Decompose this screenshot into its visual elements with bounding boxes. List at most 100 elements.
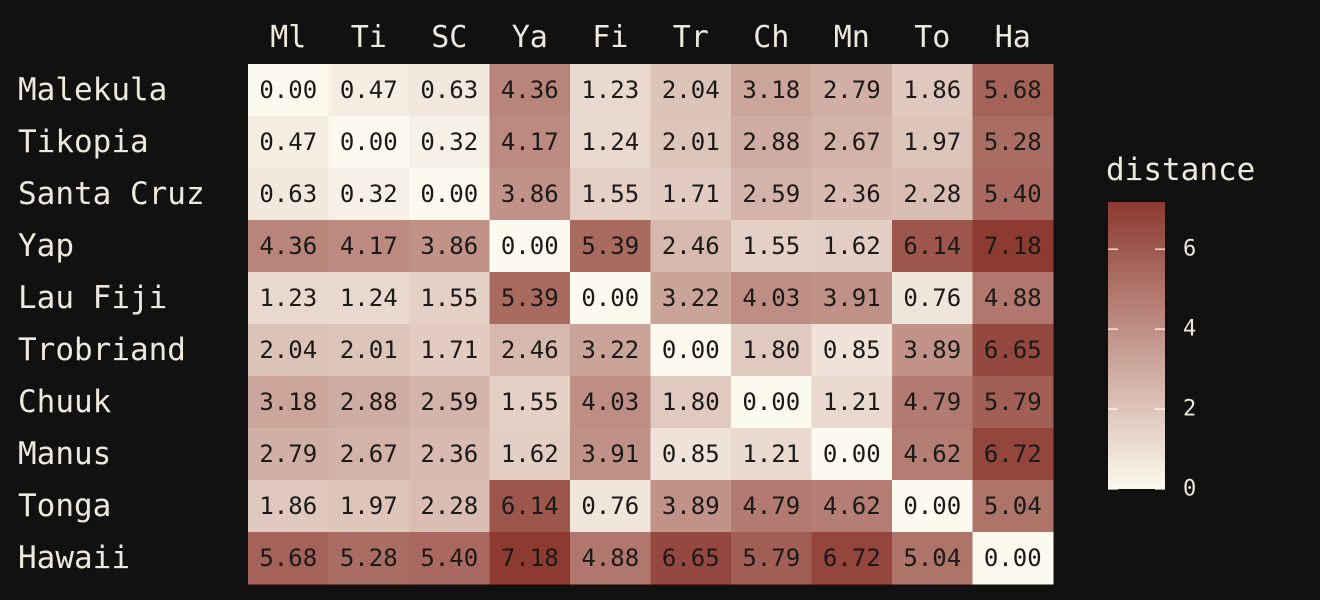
legend-tick-label: 0 <box>1183 477 1196 502</box>
heatmap-cell <box>570 324 651 377</box>
heatmap-cell <box>328 116 410 169</box>
heatmap-cell <box>248 480 329 533</box>
heatmap-cell <box>328 220 410 273</box>
heatmap-cell <box>409 116 490 169</box>
heatmap-cell <box>650 324 732 377</box>
heatmap-cell <box>328 272 410 325</box>
cell-value-label: 5.40 <box>984 180 1042 208</box>
heatmap-cell <box>811 220 893 273</box>
cell-value-label: 2.79 <box>259 440 317 468</box>
heatmap-cell <box>811 376 893 429</box>
cell-value-label: 4.88 <box>581 544 639 572</box>
cell-value-label: 5.40 <box>420 544 478 572</box>
cell-value-label: 3.22 <box>581 336 639 364</box>
cell-value-label: 2.36 <box>420 440 478 468</box>
cell-value-label: 2.79 <box>823 76 881 104</box>
heatmap-cell <box>892 324 973 377</box>
legend-ticks: 0 2 4 6 <box>1108 237 1196 502</box>
heatmap-cell <box>570 376 651 429</box>
cell-value-label: 2.67 <box>340 440 398 468</box>
cell-value-label: 2.46 <box>501 336 559 364</box>
heatmap-cell <box>248 376 329 429</box>
cell-value-label: 0.00 <box>501 232 559 260</box>
heatmap-cell <box>972 168 1054 221</box>
column-label: Ml <box>270 20 306 55</box>
cell-value-label: 1.55 <box>742 232 800 260</box>
heatmap-cell <box>248 428 329 481</box>
heatmap-cell <box>409 64 490 117</box>
heatmap-cell <box>731 168 812 221</box>
cell-value-label: 6.65 <box>662 544 720 572</box>
heatmap-cell <box>650 376 732 429</box>
row-label: Lau Fiji <box>18 280 167 316</box>
heatmap-cell <box>731 428 812 481</box>
cell-value-label: 0.63 <box>259 180 317 208</box>
cell-value-label: 4.36 <box>501 76 559 104</box>
column-labels: Ml Ti SC Ya Fi Tr Ch Mn To Ha <box>270 20 1031 55</box>
heatmap-cell <box>650 220 732 273</box>
cell-value-label: 0.85 <box>662 440 720 468</box>
heatmap-cell <box>650 168 732 221</box>
heatmap-cell <box>892 64 973 117</box>
row-label: Manus <box>18 436 111 472</box>
row-label: Chuuk <box>18 384 112 420</box>
cell-value-label: 5.28 <box>984 128 1042 156</box>
heatmap-cell <box>248 532 329 585</box>
cell-value-label: 1.62 <box>501 440 559 468</box>
cell-value-label: 1.86 <box>903 76 961 104</box>
cell-value-label: 1.97 <box>903 128 961 156</box>
legend-colorbar <box>1108 202 1165 489</box>
cell-value-label: 0.00 <box>823 440 881 468</box>
heatmap-cell <box>972 532 1054 585</box>
heatmap-cell <box>248 220 329 273</box>
cell-value-label: 0.47 <box>340 76 398 104</box>
heatmap-cell <box>811 272 893 325</box>
cell-value-label: 2.88 <box>340 388 398 416</box>
heatmap-cell <box>892 272 973 325</box>
heatmap-cell <box>650 272 732 325</box>
cell-value-label: 6.72 <box>823 544 881 572</box>
cell-value-label: 2.01 <box>340 336 398 364</box>
cell-value-label: 4.17 <box>340 232 398 260</box>
cell-value-label: 2.36 <box>823 180 881 208</box>
heatmap-cell <box>731 532 812 585</box>
cell-value-label: 1.80 <box>662 388 720 416</box>
heatmap-cell <box>811 168 893 221</box>
column-label: SC <box>431 20 467 55</box>
heatmap-cell <box>811 64 893 117</box>
cell-value-label: 2.28 <box>903 180 961 208</box>
cell-value-label: 1.21 <box>823 388 881 416</box>
row-label: Trobriand <box>18 332 186 368</box>
cell-value-label: 4.36 <box>259 232 317 260</box>
heatmap-cell <box>811 116 893 169</box>
cell-value-label: 0.47 <box>259 128 317 156</box>
cell-value-label: 2.28 <box>420 492 478 520</box>
heatmap-cell <box>409 532 490 585</box>
cell-value-label: 0.00 <box>581 284 639 312</box>
cell-value-label: 6.72 <box>984 440 1042 468</box>
cell-value-label: 1.71 <box>662 180 720 208</box>
cell-value-label: 5.68 <box>984 76 1042 104</box>
row-label: Tikopia <box>18 124 149 160</box>
cell-value-label: 2.59 <box>420 388 478 416</box>
heatmap-cell <box>409 168 490 221</box>
cell-value-label: 5.39 <box>501 284 559 312</box>
heatmap-cell <box>570 480 651 533</box>
cell-value-label: 4.62 <box>903 440 961 468</box>
cell-value-label: 1.71 <box>420 336 478 364</box>
cell-value-label: 4.17 <box>501 128 559 156</box>
cell-value-label: 1.55 <box>501 388 559 416</box>
cell-value-label: 0.00 <box>662 336 720 364</box>
heatmap-cell <box>811 532 893 585</box>
cell-value-label: 0.00 <box>340 128 398 156</box>
heatmap-cell <box>328 532 410 585</box>
heatmap-cell <box>892 480 973 533</box>
heatmap-cell <box>731 324 812 377</box>
heatmap-cell <box>248 324 329 377</box>
column-label: To <box>914 20 950 55</box>
cell-value-label: 7.18 <box>501 544 559 572</box>
heatmap-cell <box>328 480 410 533</box>
heatmap-cell <box>248 116 329 169</box>
row-labels: Malekula Tikopia Santa Cruz Yap Lau Fiji Trob… <box>18 72 205 576</box>
row-label: Hawaii <box>18 540 130 576</box>
